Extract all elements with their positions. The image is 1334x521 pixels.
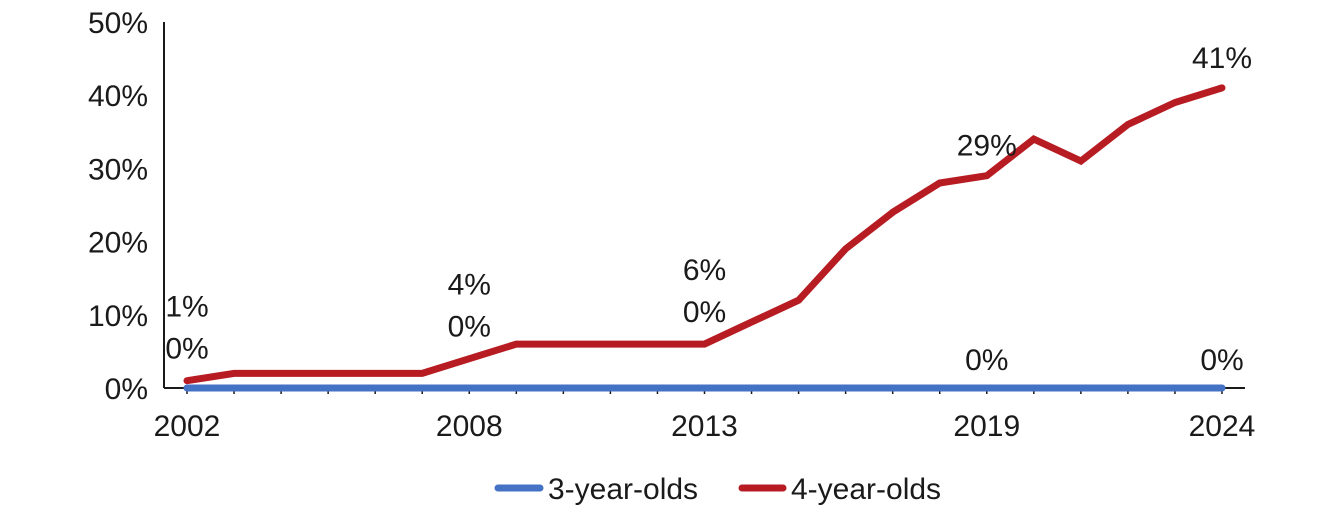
x-tick-label: 2002 xyxy=(154,410,221,443)
y-tick-label: 50% xyxy=(88,7,148,40)
legend-label: 3-year-olds xyxy=(548,473,698,506)
data-label: 0% xyxy=(1200,344,1243,377)
data-label: 4% xyxy=(448,269,491,302)
series-line-four-year-olds xyxy=(183,84,1226,385)
y-tick-label: 20% xyxy=(88,227,148,260)
data-label: 1% xyxy=(165,291,208,324)
y-tick-label: 10% xyxy=(88,300,148,333)
x-tick-label: 2008 xyxy=(436,410,503,443)
y-tick-label: 40% xyxy=(88,80,148,113)
data-label: 29% xyxy=(957,130,1017,163)
data-label: 0% xyxy=(165,333,208,366)
x-tick-label: 2013 xyxy=(671,410,738,443)
legend-label: 4-year-olds xyxy=(791,473,941,506)
data-label: 0% xyxy=(683,296,726,329)
data-label: 0% xyxy=(965,344,1008,377)
data-label: 41% xyxy=(1192,42,1252,75)
x-tick-label: 2024 xyxy=(1189,410,1256,443)
data-label: 0% xyxy=(448,311,491,344)
y-tick-label: 30% xyxy=(88,153,148,186)
data-label: 6% xyxy=(683,254,726,287)
x-tick-label: 2019 xyxy=(953,410,1020,443)
y-tick-label: 0% xyxy=(105,373,148,406)
